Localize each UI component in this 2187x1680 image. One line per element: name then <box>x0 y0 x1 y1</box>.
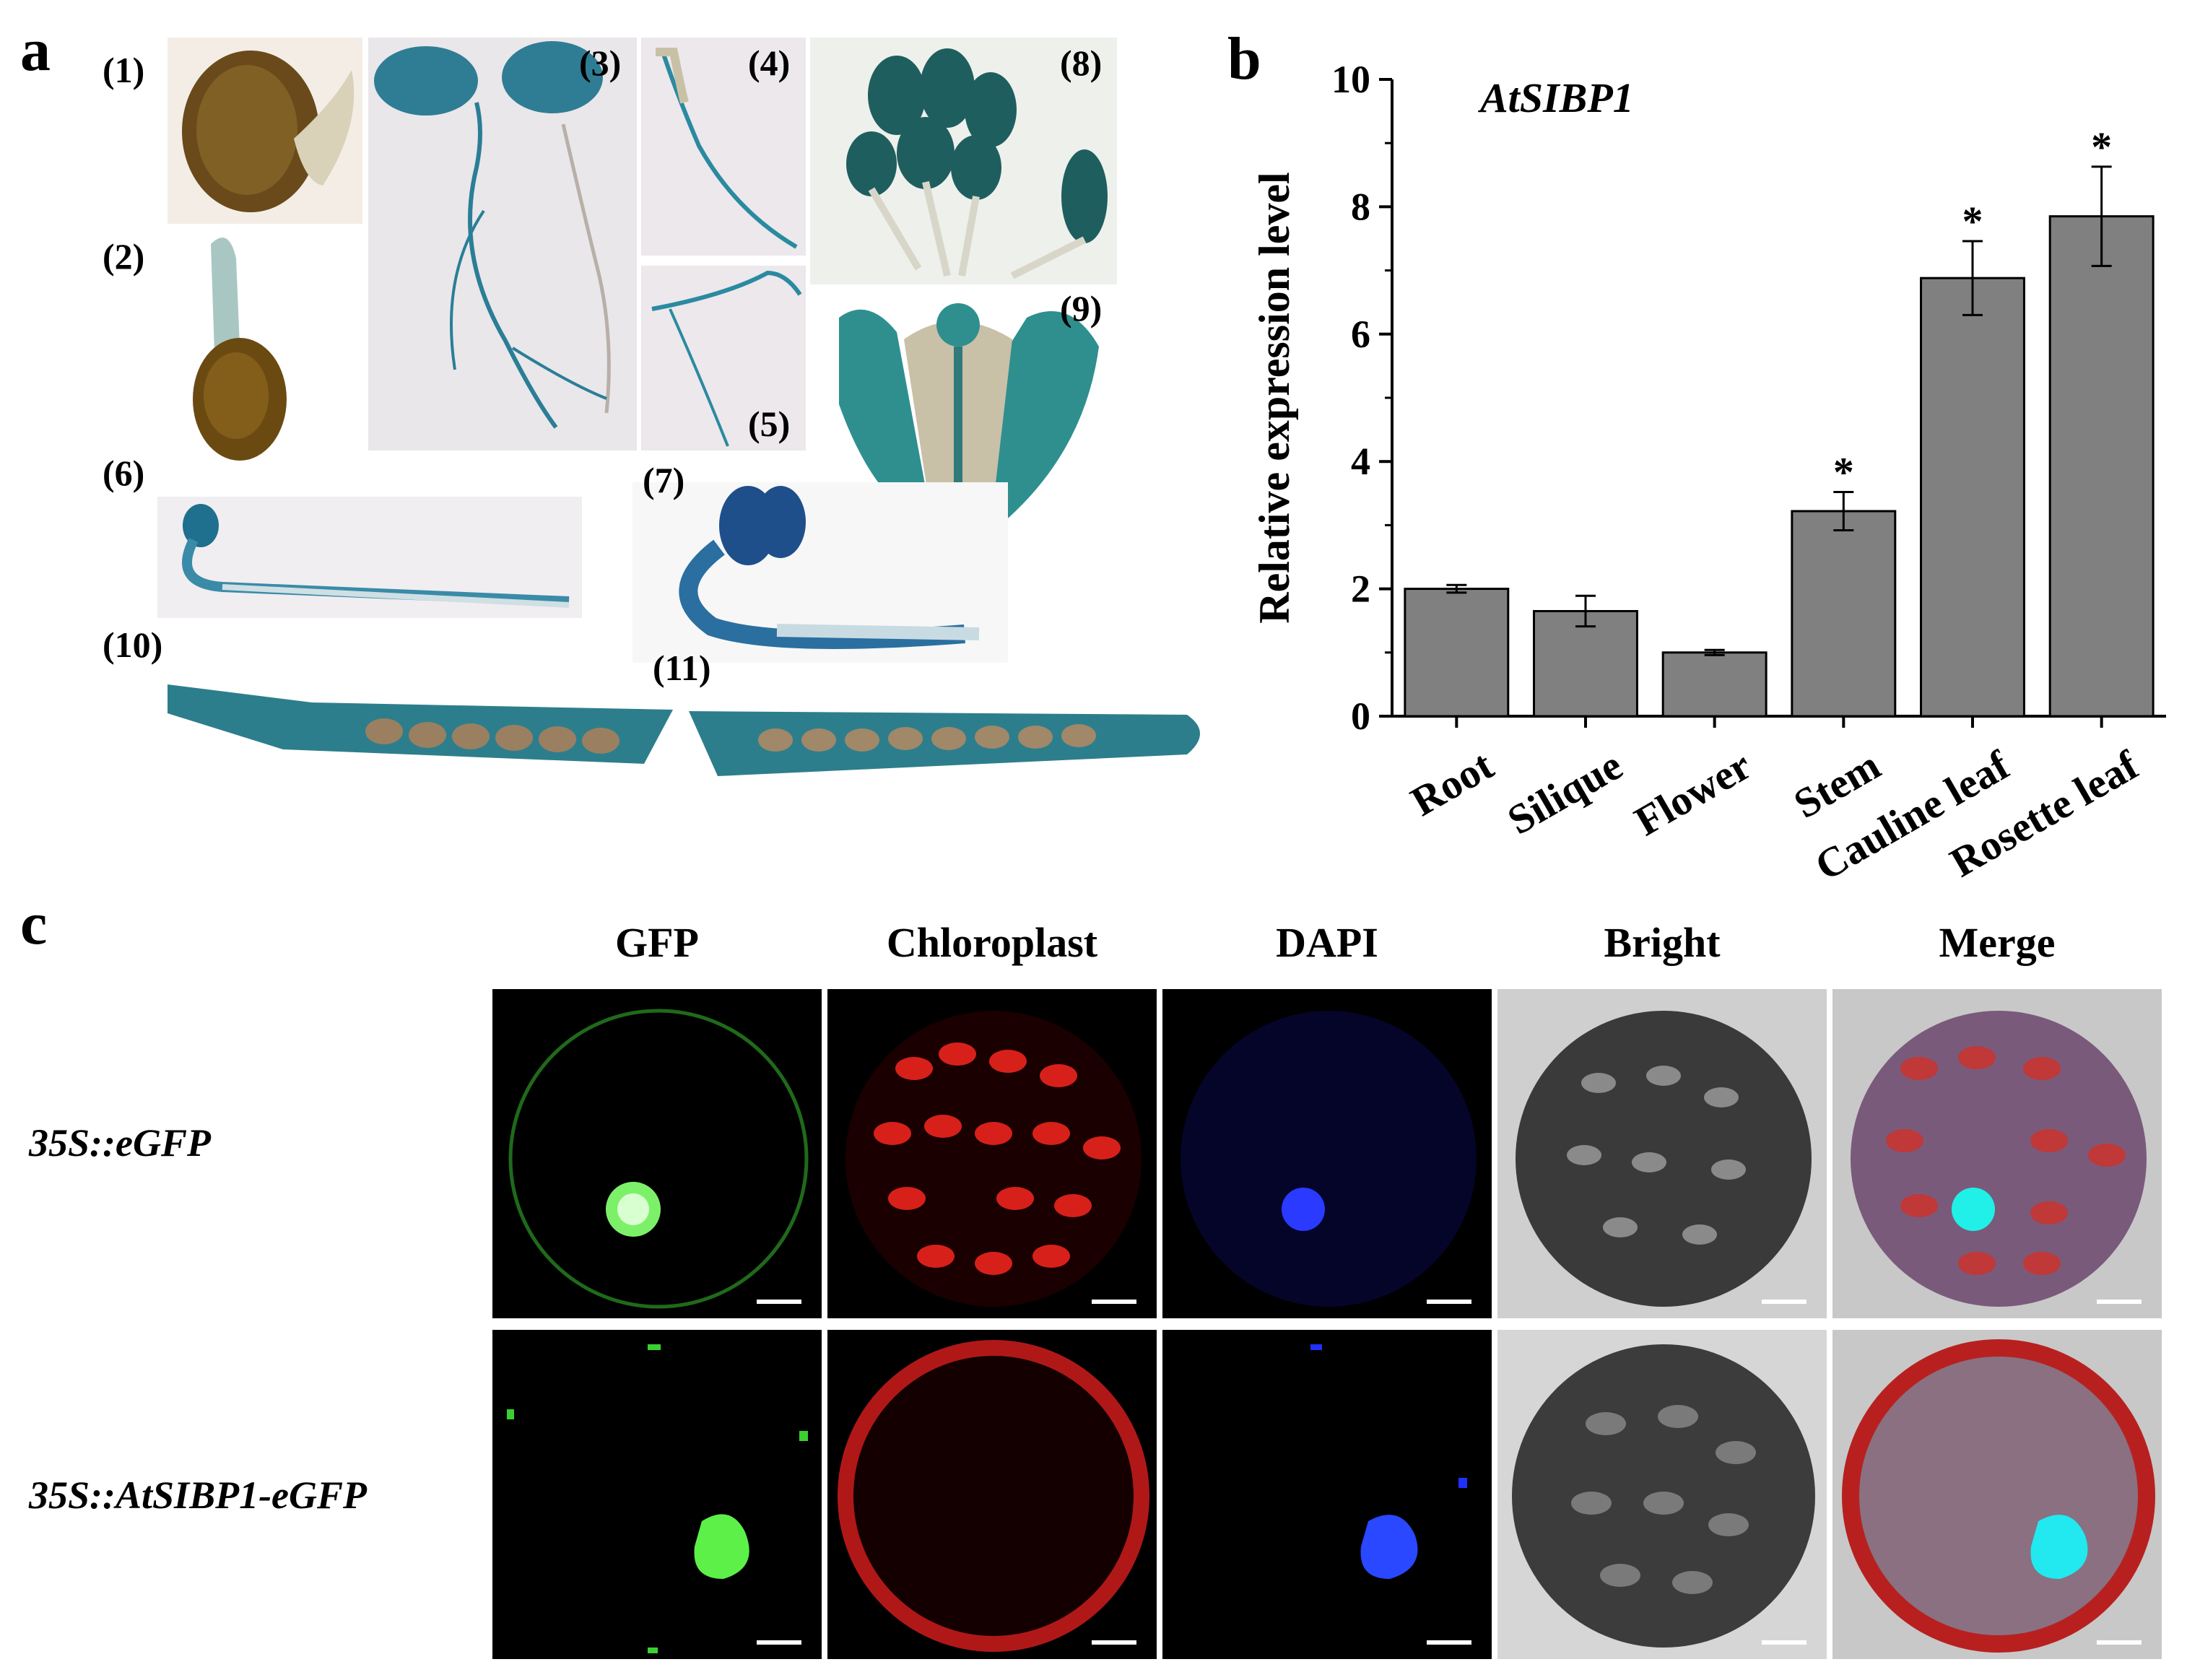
image-8-inflorescence <box>810 38 1117 284</box>
scale-bar <box>1427 1300 1471 1304</box>
scale-bar <box>1762 1640 1806 1645</box>
scale-bar <box>2097 1640 2142 1645</box>
significance-marker: * <box>1962 198 1983 245</box>
scale-bar <box>1092 1300 1136 1304</box>
micrograph-row2-gfp <box>492 1330 822 1659</box>
y-tick-label: 2 <box>1351 567 1370 611</box>
expression-bar-chart: 0 2 4 6 8 10 Relative expression level AtSIBP1 R… <box>1251 58 2166 889</box>
label-7: (7) <box>643 460 685 500</box>
y-tick-label: 4 <box>1351 440 1370 483</box>
bar-cauline-leaf <box>1920 277 2025 718</box>
label-11: (11) <box>653 648 711 688</box>
column-header-merge: Merge <box>1939 919 2056 966</box>
micrograph-row1-chloroplast <box>827 989 1157 1318</box>
column-header-chloroplast: Chloroplast <box>886 919 1098 966</box>
significance-marker: * <box>1833 449 1854 496</box>
label-3: (3) <box>579 43 622 83</box>
scale-bar <box>1092 1640 1136 1645</box>
bar-stem <box>1791 510 1897 718</box>
x-tick-label: Silique <box>1500 741 1630 844</box>
image-1-germinating-seed <box>168 38 362 224</box>
scale-bar <box>1762 1300 1806 1304</box>
scale-bar <box>757 1300 801 1304</box>
significance-marker: * <box>2091 123 2112 170</box>
label-10: (10) <box>103 624 163 665</box>
scale-bar <box>757 1640 801 1645</box>
scale-bar <box>1427 1640 1471 1645</box>
image-7-seedling <box>632 482 1008 663</box>
image-4-root <box>641 38 806 256</box>
panel-a-letter: a <box>20 17 51 84</box>
micrograph-row2-dapi <box>1162 1330 1492 1659</box>
micrograph-row2-merge <box>1832 1330 2162 1659</box>
image-2-seed-radicle <box>168 230 290 464</box>
image-11-silique <box>689 704 1213 780</box>
column-header-dapi: DAPI <box>1276 919 1378 966</box>
row-label-35s-atsibp1-egfp: 35S::AtSIBP1-eGFP <box>29 1474 368 1517</box>
panel-b-letter: b <box>1227 25 1261 92</box>
label-8: (8) <box>1060 43 1103 83</box>
row-label-35s-egfp: 35S::eGFP <box>29 1121 211 1165</box>
y-tick-label: 0 <box>1351 695 1370 738</box>
scale-bar <box>2097 1300 2142 1304</box>
x-tick-label: Root <box>1403 741 1501 825</box>
y-tick-label: 6 <box>1351 313 1370 356</box>
label-5: (5) <box>748 404 791 444</box>
label-4: (4) <box>748 43 791 83</box>
micrograph-row1-gfp <box>492 989 822 1318</box>
y-tick-label: 10 <box>1331 58 1370 101</box>
y-tick-label: 8 <box>1351 185 1370 228</box>
label-1: (1) <box>103 50 145 90</box>
column-header-bright: Bright <box>1604 919 1721 966</box>
label-2: (2) <box>103 236 145 277</box>
x-tick-label: Flower <box>1627 741 1759 845</box>
micrograph-row2-chloroplast <box>827 1330 1157 1659</box>
column-header-gfp: GFP <box>615 919 699 966</box>
panel-c-letter: c <box>20 890 48 957</box>
bar-rosette-leaf <box>2048 215 2155 718</box>
image-6-seedling <box>157 497 582 618</box>
label-9: (9) <box>1060 288 1103 328</box>
bar-flower <box>1661 651 1768 718</box>
image-3-seedling <box>368 38 637 451</box>
y-axis-label: Relative expression level <box>1251 172 1298 623</box>
micrograph-row1-bright <box>1497 989 1827 1318</box>
micrograph-row1-dapi <box>1162 989 1492 1318</box>
image-5-lateral-root <box>641 266 806 451</box>
image-10-silique <box>168 670 682 771</box>
chart-title: AtSIBP1 <box>1478 74 1634 121</box>
label-6: (6) <box>103 453 145 493</box>
micrograph-row1-merge <box>1832 989 2162 1318</box>
bar-root <box>1404 588 1510 718</box>
micrograph-row2-bright <box>1497 1330 1827 1659</box>
